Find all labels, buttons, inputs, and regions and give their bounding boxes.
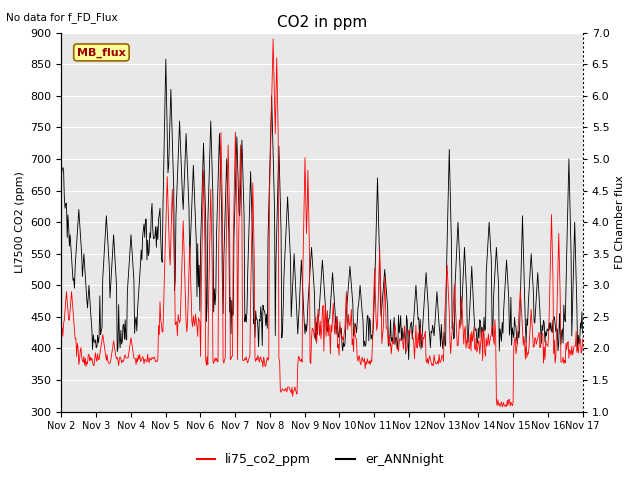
Text: No data for f_FD_Flux: No data for f_FD_Flux [6, 12, 118, 23]
Y-axis label: FD Chamber flux: FD Chamber flux [615, 175, 625, 269]
Title: CO2 in ppm: CO2 in ppm [277, 15, 367, 30]
Text: MB_flux: MB_flux [77, 48, 126, 58]
Y-axis label: LI7500 CO2 (ppm): LI7500 CO2 (ppm) [15, 171, 25, 273]
Legend: li75_co2_ppm, er_ANNnight: li75_co2_ppm, er_ANNnight [191, 448, 449, 471]
